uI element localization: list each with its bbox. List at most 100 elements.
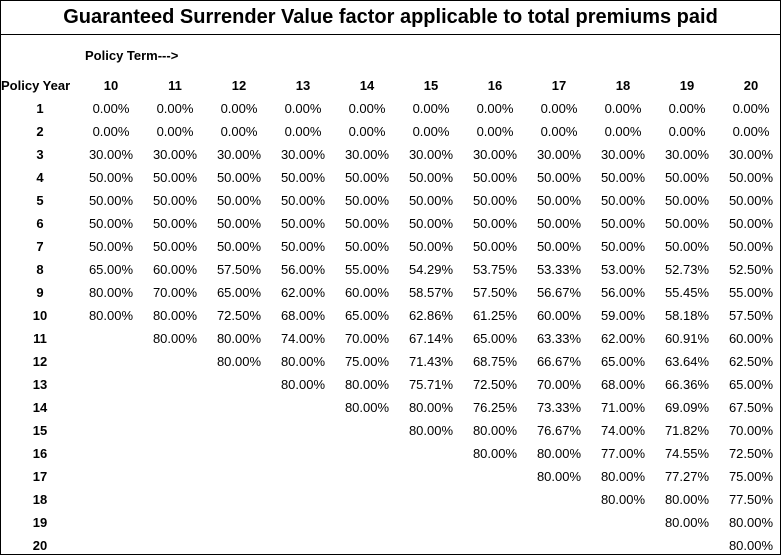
- factor-cell: 0.00%: [284, 101, 322, 116]
- factor-cell: 80.00%: [600, 492, 646, 507]
- policy-year-cell: 10: [32, 308, 48, 323]
- factor-cell: 30.00%: [216, 147, 262, 162]
- factor-cell: 76.67%: [536, 423, 582, 438]
- factor-cell: [207, 442, 271, 465]
- factor-cell: 30.00%: [536, 147, 582, 162]
- factor-cell: 30.00%: [472, 147, 518, 162]
- factor-cell: 62.00%: [600, 331, 646, 346]
- factor-cell: [207, 534, 271, 557]
- factor-cell: [143, 511, 207, 534]
- factor-cell: 80.00%: [216, 354, 262, 369]
- factor-cell: 77.50%: [728, 492, 774, 507]
- table-row: 16 80.00% 80.00% 77.00% 74.55% 72.50%: [1, 442, 782, 465]
- factor-cell: [463, 534, 527, 557]
- factor-cell: 30.00%: [728, 147, 774, 162]
- factor-cell: 50.00%: [600, 193, 646, 208]
- factor-cell: 50.00%: [280, 170, 326, 185]
- factor-cell: 50.00%: [728, 193, 774, 208]
- factor-cell: 69.09%: [664, 400, 710, 415]
- factor-cell: 50.00%: [408, 193, 454, 208]
- factor-cell: 75.00%: [728, 469, 774, 484]
- factor-cell: [143, 442, 207, 465]
- policy-year-cell: 8: [36, 262, 44, 277]
- factor-cell: 65.00%: [88, 262, 134, 277]
- factor-cell: 50.00%: [344, 193, 390, 208]
- factor-cell: 65.00%: [344, 308, 390, 323]
- factor-cell: [527, 534, 591, 557]
- factor-cell: 50.00%: [152, 239, 198, 254]
- table-row: 13 80.00% 80.00% 75.71% 72.50% 70.00% 68.00% 66…: [1, 373, 782, 396]
- factor-cell: 56.00%: [600, 285, 646, 300]
- factor-cell: [143, 419, 207, 442]
- factor-cell: 50.00%: [600, 216, 646, 231]
- policy-year-cell: 15: [32, 423, 48, 438]
- term-header: 15: [423, 78, 439, 93]
- factor-cell: 50.00%: [88, 239, 134, 254]
- factor-cell: [143, 350, 207, 373]
- factor-cell: [207, 419, 271, 442]
- factor-cell: 50.00%: [536, 239, 582, 254]
- factor-cell: 60.00%: [344, 285, 390, 300]
- table-row: 17 80.00% 80.00% 77.27% 75.00%: [1, 465, 782, 488]
- factor-cell: 72.50%: [472, 377, 518, 392]
- factor-cell: [527, 488, 591, 511]
- policy-year-cell: 14: [32, 400, 48, 415]
- factor-cell: 50.00%: [280, 216, 326, 231]
- factor-cell: 50.00%: [216, 239, 262, 254]
- factor-cell: 30.00%: [280, 147, 326, 162]
- factor-cell: [143, 373, 207, 396]
- table-row: 3 30.00% 30.00% 30.00% 30.00% 30.00% 30.00% 30.…: [1, 143, 782, 166]
- factor-cell: [79, 396, 143, 419]
- factor-cell: [207, 511, 271, 534]
- factor-cell: 71.00%: [600, 400, 646, 415]
- factor-cell: 74.00%: [280, 331, 326, 346]
- factor-cell: 50.00%: [664, 216, 710, 231]
- factor-cell: [335, 534, 399, 557]
- factor-cell: 50.00%: [536, 216, 582, 231]
- term-header: 10: [103, 78, 119, 93]
- factor-cell: 0.00%: [412, 101, 450, 116]
- table-row: 11 80.00% 80.00% 74.00% 70.00% 67.14% 65.00% 63…: [1, 327, 782, 350]
- factor-cell: 80.00%: [664, 515, 710, 530]
- factor-cell: 0.00%: [668, 124, 706, 139]
- factor-cell: 80.00%: [152, 331, 198, 346]
- factor-cell: 0.00%: [604, 101, 642, 116]
- factor-cell: 50.00%: [88, 170, 134, 185]
- factor-cell: [207, 488, 271, 511]
- factor-cell: 50.00%: [664, 239, 710, 254]
- factor-cell: 0.00%: [156, 124, 194, 139]
- policy-year-cell: 3: [36, 147, 44, 162]
- policy-year-cell: 19: [32, 515, 48, 530]
- factor-cell: 0.00%: [732, 124, 770, 139]
- factor-cell: 65.00%: [728, 377, 774, 392]
- factor-cell: 0.00%: [732, 101, 770, 116]
- factor-cell: 50.00%: [664, 193, 710, 208]
- table-row: 2 0.00% 0.00% 0.00% 0.00% 0.00% 0.00% 0.00% 0.00…: [1, 120, 782, 143]
- factor-cell: 75.00%: [344, 354, 390, 369]
- factor-cell: 80.00%: [280, 354, 326, 369]
- term-header: 13: [295, 78, 311, 93]
- factor-cell: [79, 373, 143, 396]
- factor-cell: 30.00%: [408, 147, 454, 162]
- factor-cell: [143, 396, 207, 419]
- factor-cell: 50.00%: [728, 216, 774, 231]
- factor-cell: [79, 488, 143, 511]
- factor-cell: [207, 396, 271, 419]
- factor-cell: 50.00%: [408, 216, 454, 231]
- factor-cell: [335, 511, 399, 534]
- factor-cell: 74.55%: [664, 446, 710, 461]
- factor-cell: [79, 511, 143, 534]
- factor-cell: 50.00%: [472, 170, 518, 185]
- factor-cell: 57.50%: [216, 262, 262, 277]
- table-row: 20 80.00%: [1, 534, 782, 557]
- factor-cell: 50.00%: [728, 170, 774, 185]
- factor-cell: 70.00%: [152, 285, 198, 300]
- table-row: 10 80.00% 80.00% 72.50% 68.00% 65.00% 62.86% 61…: [1, 304, 782, 327]
- factor-cell: 50.00%: [472, 239, 518, 254]
- factor-cell: 50.00%: [344, 239, 390, 254]
- factor-cell: 50.00%: [536, 170, 582, 185]
- table-row: 6 50.00% 50.00% 50.00% 50.00% 50.00% 50.00% 50.…: [1, 212, 782, 235]
- factor-cell: 53.75%: [472, 262, 518, 277]
- factor-cell: 50.00%: [152, 170, 198, 185]
- factor-cell: 71.82%: [664, 423, 710, 438]
